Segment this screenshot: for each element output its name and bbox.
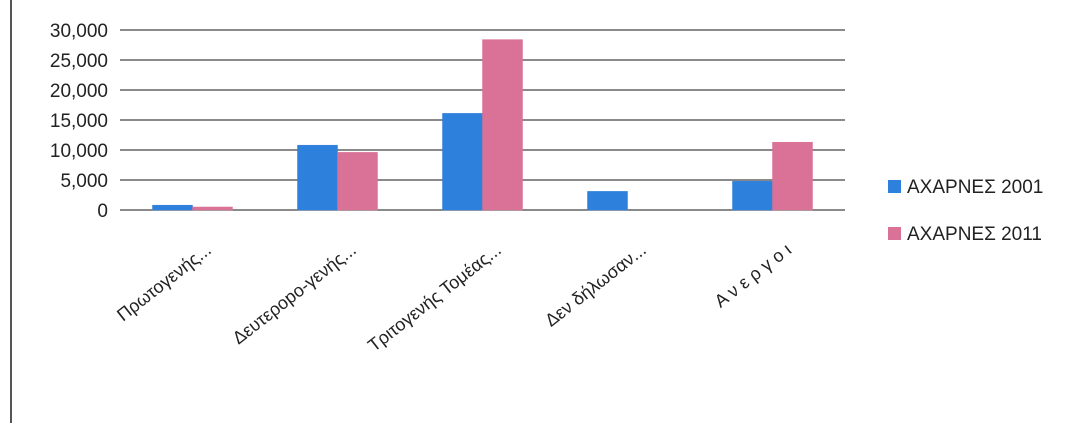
legend-swatch bbox=[888, 180, 901, 193]
x-tick-label: Α ν ε ρ γ ο ι bbox=[711, 239, 795, 311]
bar bbox=[442, 113, 483, 211]
y-tick-label: 20,000 bbox=[50, 81, 108, 102]
y-tick-label: 15,000 bbox=[50, 111, 108, 132]
y-tick-label: 5,000 bbox=[60, 171, 108, 192]
y-tick-label: 10,000 bbox=[50, 141, 108, 162]
bar bbox=[297, 144, 338, 211]
legend-swatch bbox=[888, 227, 901, 240]
bar bbox=[772, 141, 813, 211]
x-tick-label: Δεν δήλωσαν... bbox=[541, 239, 650, 330]
bar bbox=[192, 206, 233, 211]
bar bbox=[587, 191, 628, 211]
legend-label: ΑΧΑΡΝΕΣ 2001 bbox=[907, 177, 1043, 198]
bar bbox=[152, 204, 193, 211]
x-tick-label: Τριτογενής Τομέας... bbox=[364, 239, 505, 355]
bar bbox=[337, 152, 378, 211]
x-tick-label: Δευτεροpo-γενής... bbox=[229, 239, 360, 348]
chart-frame-left-edge bbox=[10, 0, 12, 423]
bar bbox=[732, 180, 773, 211]
x-tick-label: Πρωτογενής... bbox=[113, 239, 215, 325]
bar bbox=[482, 39, 523, 211]
y-tick-label: 0 bbox=[97, 201, 108, 222]
y-tick-label: 25,000 bbox=[50, 51, 108, 72]
y-tick-label: 30,000 bbox=[50, 21, 108, 42]
legend-label: ΑΧΑΡΝΕΣ 2011 bbox=[907, 224, 1042, 245]
